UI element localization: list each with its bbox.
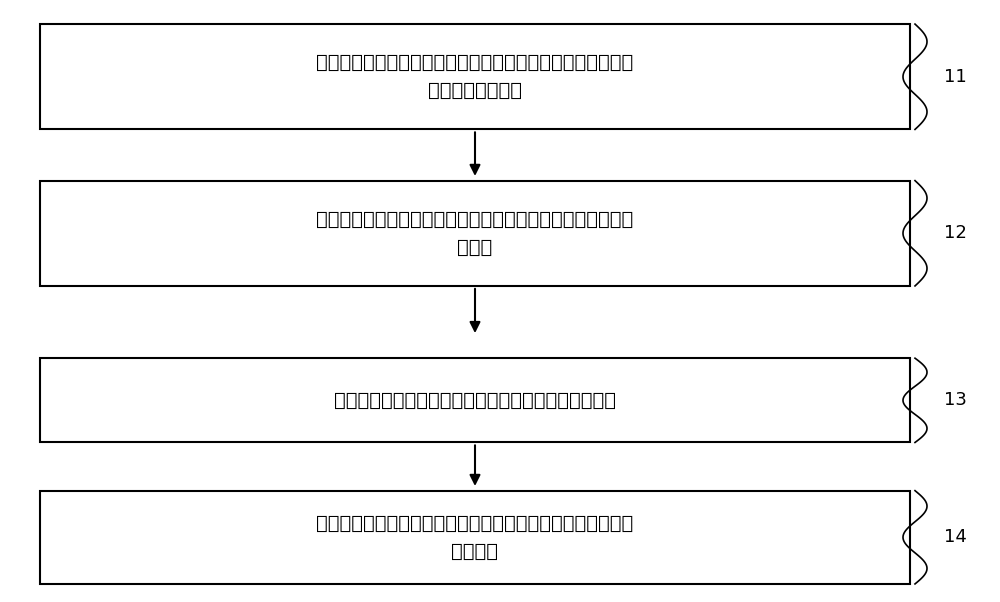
Text: 若判断为是，则对访问请求进行解析，获取车辆访问码: 若判断为是，则对访问请求进行解析，获取车辆访问码 bbox=[334, 391, 616, 410]
FancyBboxPatch shape bbox=[40, 358, 910, 442]
Text: 对车辆访问码进行认证，若认证通过，则允许车载终端访问车
载控制器: 对车辆访问码进行认证，若认证通过，则允许车载终端访问车 载控制器 bbox=[316, 514, 634, 561]
FancyBboxPatch shape bbox=[40, 491, 910, 584]
Text: 车载控制器接收车载终端的访问请求，访问请求中包含车载终
端的通信报文标识: 车载控制器接收车载终端的访问请求，访问请求中包含车载终 端的通信报文标识 bbox=[316, 53, 634, 101]
Text: 11: 11 bbox=[944, 68, 966, 85]
Text: 14: 14 bbox=[944, 529, 966, 546]
FancyBboxPatch shape bbox=[40, 24, 910, 129]
FancyBboxPatch shape bbox=[40, 181, 910, 286]
Text: 根据车载终端的通信报文标识，判断车载终端是否为本车内置
的终端: 根据车载终端的通信报文标识，判断车载终端是否为本车内置 的终端 bbox=[316, 209, 634, 257]
Text: 13: 13 bbox=[944, 391, 966, 409]
Text: 12: 12 bbox=[944, 225, 966, 242]
